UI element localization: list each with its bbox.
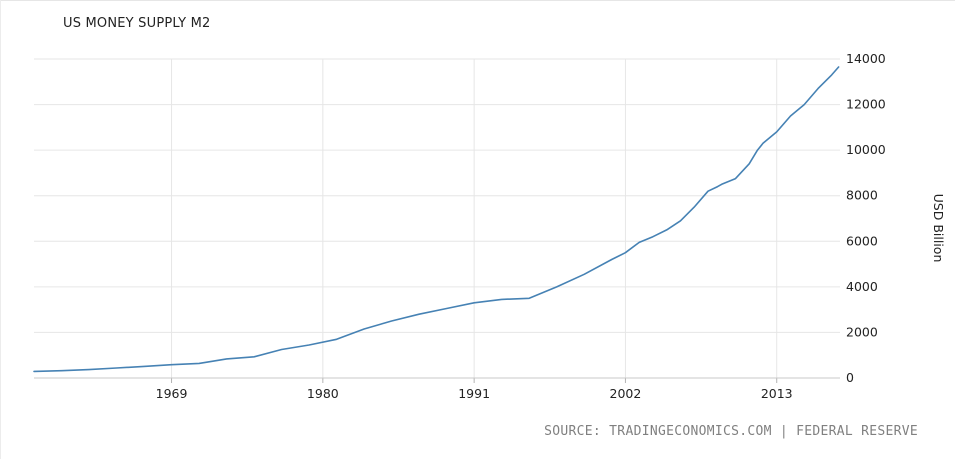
- y-tick-label: 6000: [846, 233, 878, 248]
- y-tick-label: 4000: [846, 279, 878, 294]
- x-tick-label: 2002: [610, 386, 642, 401]
- series-group: [33, 66, 840, 373]
- y-tick-label: 12000: [846, 97, 886, 112]
- x-axis: [34, 377, 840, 383]
- x-tick-label: 2013: [761, 386, 793, 401]
- y-tick-label: 14000: [846, 51, 886, 66]
- grid-lines: [34, 58, 840, 378]
- y-axis-label: USD Billion: [931, 194, 946, 263]
- y-tick-label: 10000: [846, 142, 886, 157]
- y-tick-labels: 0 2000 4000 6000 8000 10000 12000 14000: [846, 51, 886, 385]
- x-tick-labels: 1969 1980 1991 2002 2013: [156, 386, 793, 401]
- x-tick-label: 1969: [156, 386, 188, 401]
- x-tick-label: 1980: [307, 386, 339, 401]
- y-tick-label: 0: [846, 370, 854, 385]
- y-tick-label: 2000: [846, 324, 878, 339]
- y-tick-label: 8000: [846, 188, 878, 203]
- series-line: [33, 66, 840, 373]
- frame-left-border: [0, 0, 1, 459]
- source-attribution: SOURCE: TRADINGECONOMICS.COM | FEDERAL R…: [544, 424, 918, 439]
- frame-top-border: [0, 0, 955, 1]
- chart-title: US MONEY SUPPLY M2: [63, 16, 211, 31]
- x-tick-label: 1991: [458, 386, 490, 401]
